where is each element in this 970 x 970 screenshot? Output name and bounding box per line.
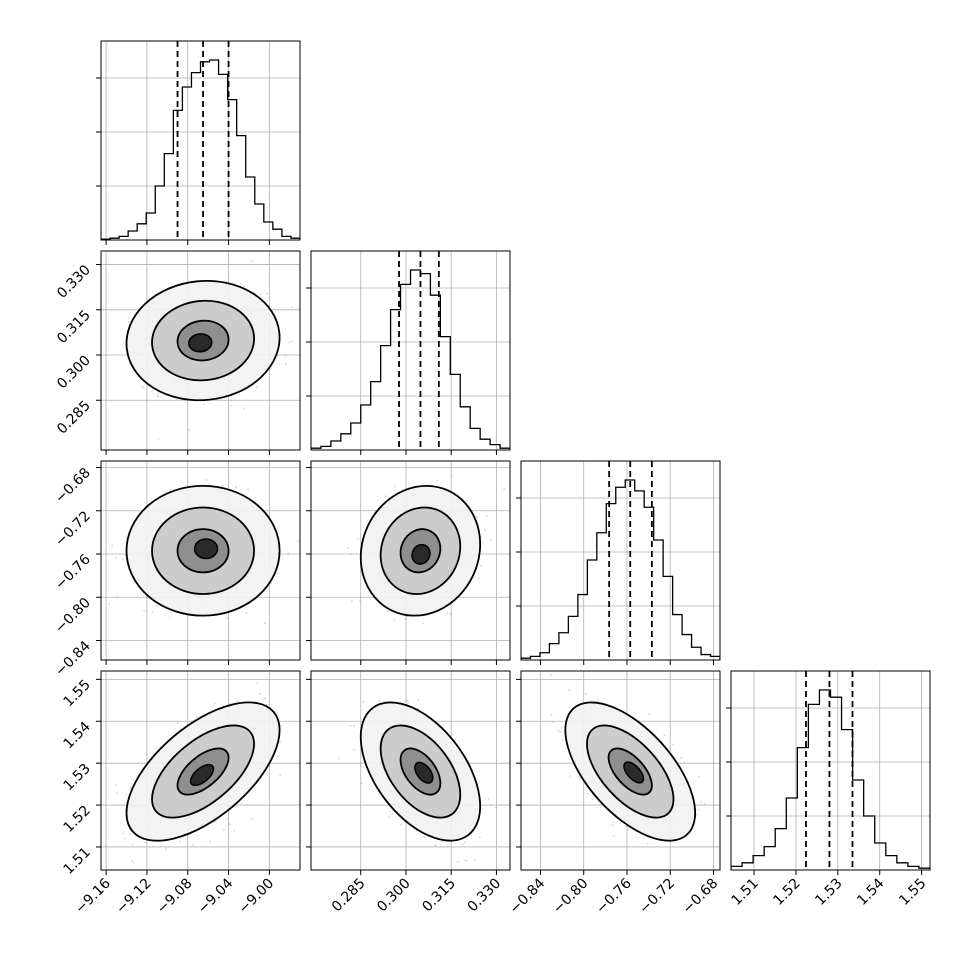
density-peak-2-0: [193, 538, 219, 560]
x-tick-label-2-2: −0.76: [593, 875, 635, 917]
x-tick-label-0-1: −9.12: [113, 876, 155, 918]
plot-area-3-0: [105, 682, 282, 864]
density-peak-3-0: [189, 763, 215, 787]
plot-area-2-1: [347, 475, 505, 624]
panel-3-2: −0.84 −0.80 −0.76 −0.72 −0.68: [507, 670, 722, 918]
y-tick-label-1-1: 0.300: [54, 353, 94, 393]
panel-frame-1-0: [100, 250, 301, 451]
plot-area-3-3: [731, 671, 930, 870]
y-tick-label-3-2: 1.53: [60, 761, 93, 794]
y-tick-label-1-3: 0.330: [54, 262, 94, 302]
plot-area-1-0: [125, 260, 293, 440]
histogram-3: [731, 689, 930, 870]
panel-frame-3-3: [730, 670, 931, 871]
y-tick-label-3-1: 1.52: [60, 803, 93, 836]
plot-area-2-2: [521, 461, 720, 660]
x-tick-label-3-1: 1.52: [770, 876, 803, 909]
x-tick-label-1-0: 0.285: [329, 876, 369, 916]
histogram-0: [101, 59, 300, 240]
panel-1-1: [306, 250, 511, 455]
panel-1-0: 0.285 0.300 0.315 0.330: [54, 250, 301, 455]
histogram-2: [521, 479, 720, 660]
panel-frame-0-0: [100, 40, 301, 241]
panel-frame-3-0: [100, 670, 301, 871]
panel-frame-2-2: [520, 460, 721, 661]
panel-frame-3-2: [520, 670, 721, 871]
x-tick-label-0-0: −9.16: [72, 875, 114, 917]
y-tick-label-3-3: 1.54: [60, 719, 93, 752]
y-tick-label-1-2: 0.315: [54, 307, 94, 347]
x-tick-label-3-4: 1.55: [896, 876, 929, 909]
density-peak-3-2: [623, 761, 645, 784]
plot-area-1-1: [311, 251, 510, 450]
x-tick-label-0-2: −9.08: [154, 876, 196, 918]
y-tick-label-2-3: −0.72: [52, 508, 94, 550]
panel-frame-3-1: [310, 670, 511, 871]
x-tick-label-3-3: 1.54: [854, 875, 887, 908]
panel-2-0: −0.84−0.80−0.76−0.72−0.68: [52, 460, 301, 680]
y-tick-label-3-4: 1.55: [60, 677, 93, 710]
panel-3-0: −9.16 −9.12 −9.08 −9.04 −9.00 1.51 1.52 1.53 1.5…: [60, 670, 301, 918]
x-tick-label-0-4: −9.00: [236, 876, 278, 918]
plot-area-0-0: [101, 41, 300, 240]
x-tick-label-1-2: 0.315: [419, 876, 459, 916]
panel-frame-2-1: [310, 460, 511, 661]
x-tick-label-2-4: −0.68: [680, 876, 722, 918]
x-tick-label-1-3: 0.330: [465, 876, 505, 916]
y-tick-label-2-2: −0.76: [52, 551, 94, 593]
plot-area-3-1: [337, 699, 497, 863]
x-tick-label-3-0: 1.51: [729, 876, 762, 909]
density-peak-2-1: [411, 543, 431, 565]
plot-area-3-2: [549, 674, 706, 845]
panel-2-1: [306, 460, 511, 665]
y-tick-label-3-0: 1.51: [60, 844, 93, 877]
panel-frame-2-0: [100, 460, 301, 661]
x-tick-label-3-2: 1.53: [812, 876, 845, 909]
panel-frame-1-1: [310, 250, 511, 451]
y-tick-label-2-0: −0.84: [52, 638, 94, 680]
y-tick-label-2-4: −0.68: [52, 465, 94, 507]
x-tick-label-2-0: −0.84: [507, 875, 549, 917]
x-tick-label-0-3: −9.04: [195, 875, 237, 917]
panel-0-0: [96, 40, 301, 245]
panel-2-2: [516, 460, 721, 665]
plot-area-2-0: [108, 479, 299, 624]
histogram-1: [311, 269, 510, 450]
density-peak-1-0: [188, 333, 213, 353]
panel-3-3: 1.51 1.52 1.53 1.54 1.55: [726, 670, 931, 909]
density-peak-3-1: [414, 761, 434, 784]
panel-3-1: 0.285 0.300 0.315 0.330: [306, 670, 511, 916]
x-tick-label-1-1: 0.300: [374, 876, 414, 916]
y-tick-label-2-1: −0.80: [52, 595, 94, 637]
x-tick-label-2-1: −0.80: [550, 876, 592, 918]
x-tick-label-2-3: −0.72: [636, 876, 678, 918]
y-tick-label-1-0: 0.285: [54, 398, 94, 438]
